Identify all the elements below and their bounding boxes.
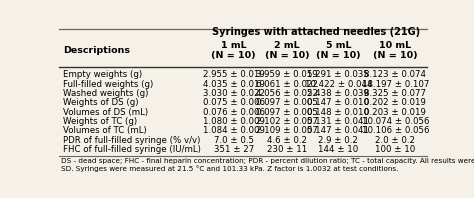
Text: 1.084 ± 0.009: 1.084 ± 0.009 bbox=[203, 126, 264, 135]
Text: 2.0 ± 0.2: 2.0 ± 0.2 bbox=[375, 136, 415, 145]
Text: FHC of full-filled syringe (IU/mL): FHC of full-filled syringe (IU/mL) bbox=[63, 145, 201, 154]
Text: 18.197 ± 0.107: 18.197 ± 0.107 bbox=[362, 80, 429, 89]
Text: 5.291 ± 0.035: 5.291 ± 0.035 bbox=[308, 70, 369, 79]
Text: 3.030 ± 0.022: 3.030 ± 0.022 bbox=[203, 89, 265, 98]
Text: 10.106 ± 0.056: 10.106 ± 0.056 bbox=[362, 126, 429, 135]
Text: 2.955 ± 0.019: 2.955 ± 0.019 bbox=[203, 70, 264, 79]
Text: 4.035 ± 0.019: 4.035 ± 0.019 bbox=[203, 80, 264, 89]
Text: 2.102 ± 0.007: 2.102 ± 0.007 bbox=[256, 117, 318, 126]
Text: Full-filled weights (g): Full-filled weights (g) bbox=[63, 80, 153, 89]
Text: 10 mL
(N = 10): 10 mL (N = 10) bbox=[373, 41, 418, 60]
Text: 10.074 ± 0.056: 10.074 ± 0.056 bbox=[362, 117, 429, 126]
Text: 0.097 ± 0.005: 0.097 ± 0.005 bbox=[256, 98, 318, 107]
Text: 8.325 ± 0.077: 8.325 ± 0.077 bbox=[365, 89, 427, 98]
Text: 1 mL
(N = 10): 1 mL (N = 10) bbox=[211, 41, 256, 60]
Text: 10.422 ± 0.044: 10.422 ± 0.044 bbox=[305, 80, 372, 89]
Text: 2 mL
(N = 10): 2 mL (N = 10) bbox=[264, 41, 310, 60]
Text: Weights of DS (g): Weights of DS (g) bbox=[63, 98, 138, 107]
Text: Washed weights (g): Washed weights (g) bbox=[63, 89, 148, 98]
Text: Descriptions: Descriptions bbox=[63, 46, 130, 55]
Text: 0.097 ± 0.005: 0.097 ± 0.005 bbox=[256, 108, 318, 117]
Text: 5.438 ± 0.039: 5.438 ± 0.039 bbox=[308, 89, 369, 98]
Text: DS - dead space; FHC - final heparin concentration; PDR - percent dilution ratio: DS - dead space; FHC - final heparin con… bbox=[61, 158, 474, 172]
Text: 1.080 ± 0.009: 1.080 ± 0.009 bbox=[203, 117, 264, 126]
Text: 144 ± 10: 144 ± 10 bbox=[319, 145, 358, 154]
Text: Volumes of DS (mL): Volumes of DS (mL) bbox=[63, 108, 148, 117]
Text: Syringes with attached needles (21G): Syringes with attached needles (21G) bbox=[212, 27, 420, 37]
Text: 7.0 ± 0.5: 7.0 ± 0.5 bbox=[214, 136, 254, 145]
Text: 6.061 ± 0.022: 6.061 ± 0.022 bbox=[256, 80, 318, 89]
Text: 351 ± 27: 351 ± 27 bbox=[214, 145, 254, 154]
Text: 100 ± 10: 100 ± 10 bbox=[375, 145, 416, 154]
Text: 3.959 ± 0.019: 3.959 ± 0.019 bbox=[256, 70, 318, 79]
Text: 0.203 ± 0.019: 0.203 ± 0.019 bbox=[365, 108, 426, 117]
Text: 0.147 ± 0.010: 0.147 ± 0.010 bbox=[308, 98, 369, 107]
Text: 5.147 ± 0.041: 5.147 ± 0.041 bbox=[308, 126, 369, 135]
Text: 0.148 ± 0.010: 0.148 ± 0.010 bbox=[308, 108, 369, 117]
Text: 4.056 ± 0.022: 4.056 ± 0.022 bbox=[256, 89, 318, 98]
Text: 230 ± 11: 230 ± 11 bbox=[267, 145, 307, 154]
Text: 0.202 ± 0.019: 0.202 ± 0.019 bbox=[365, 98, 426, 107]
Text: 0.075 ± 0.006: 0.075 ± 0.006 bbox=[203, 98, 265, 107]
Text: 2.9 ± 0.2: 2.9 ± 0.2 bbox=[319, 136, 358, 145]
Text: 2.109 ± 0.007: 2.109 ± 0.007 bbox=[256, 126, 318, 135]
Text: Weights of TC (g): Weights of TC (g) bbox=[63, 117, 137, 126]
Text: PDR of full-filled syringe (% v/v): PDR of full-filled syringe (% v/v) bbox=[63, 136, 201, 145]
Text: Empty weights (g): Empty weights (g) bbox=[63, 70, 142, 79]
Text: 4.6 ± 0.2: 4.6 ± 0.2 bbox=[267, 136, 307, 145]
Text: 8.123 ± 0.074: 8.123 ± 0.074 bbox=[365, 70, 427, 79]
Text: 0.076 ± 0.006: 0.076 ± 0.006 bbox=[203, 108, 265, 117]
Text: 5 mL
(N = 10): 5 mL (N = 10) bbox=[316, 41, 361, 60]
Text: 5.131 ± 0.041: 5.131 ± 0.041 bbox=[308, 117, 369, 126]
Text: Volumes of TC (mL): Volumes of TC (mL) bbox=[63, 126, 146, 135]
